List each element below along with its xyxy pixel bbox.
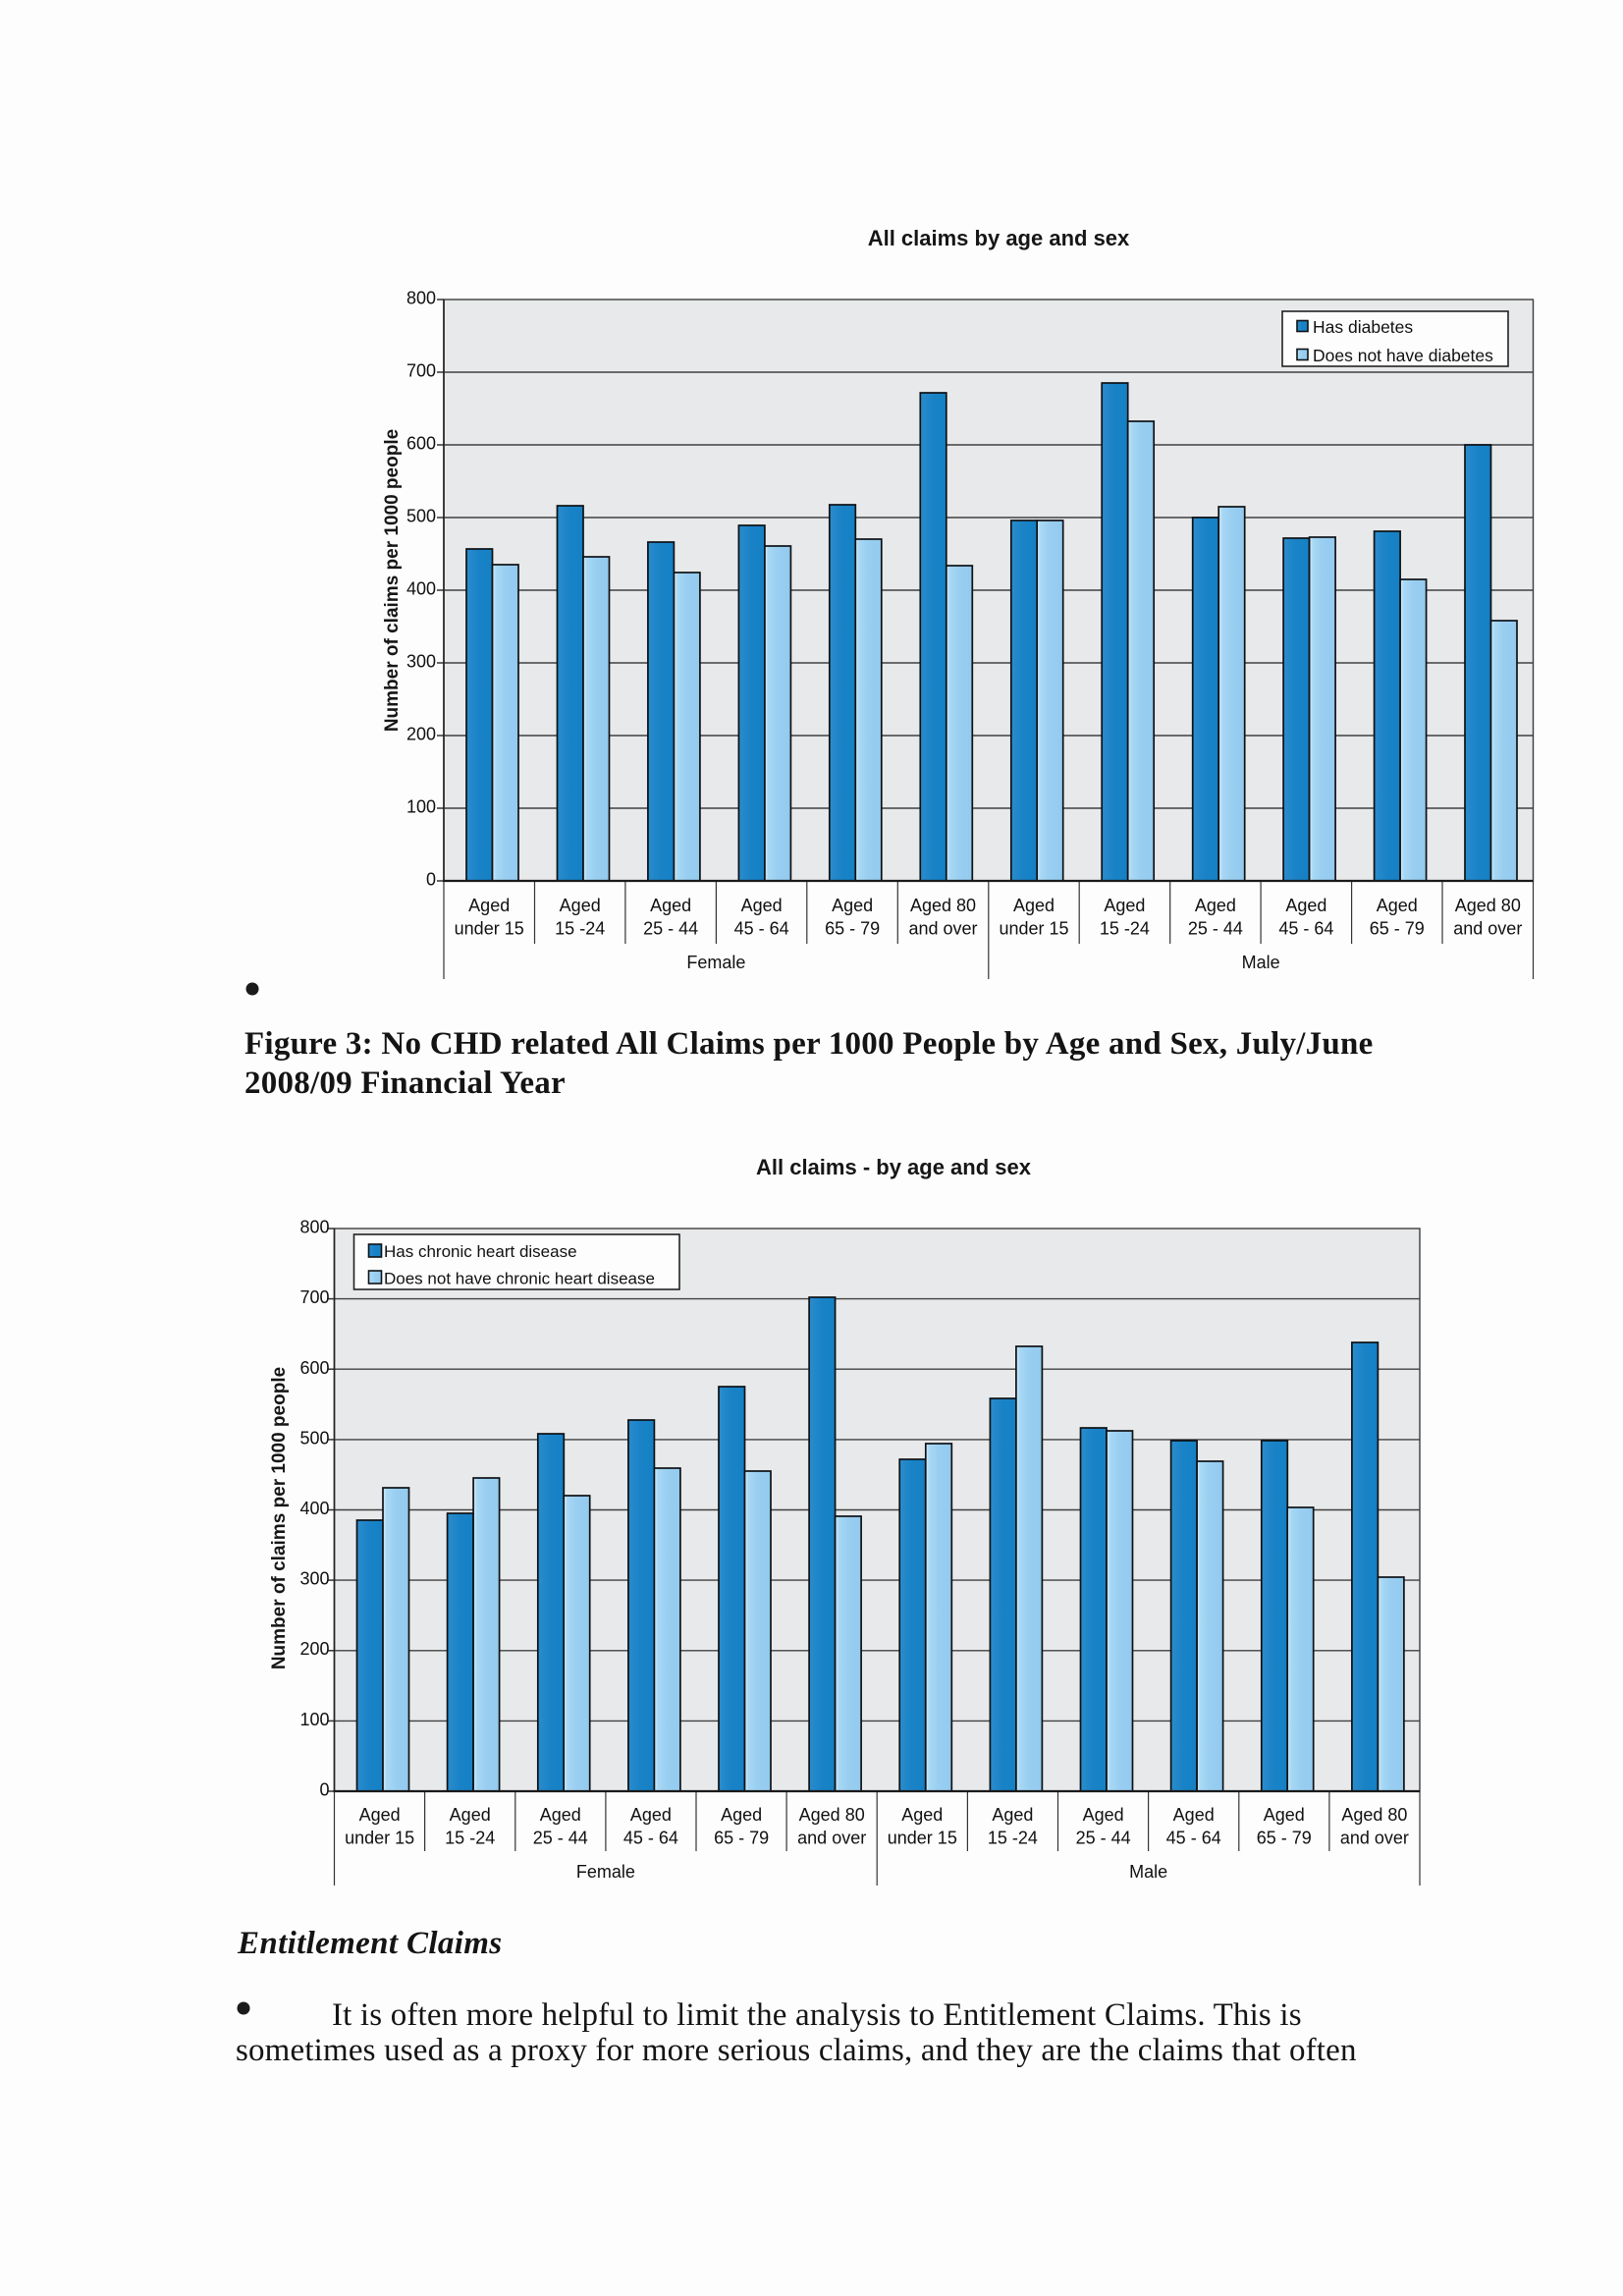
svg-text:25 - 44: 25 - 44 xyxy=(643,919,698,939)
svg-text:Aged: Aged xyxy=(1264,1805,1305,1825)
svg-text:Aged: Aged xyxy=(450,1805,491,1825)
svg-text:400: 400 xyxy=(299,1499,329,1518)
svg-text:and over: and over xyxy=(797,1829,866,1848)
svg-text:All claims - by age and sex: All claims - by age and sex xyxy=(756,1155,1032,1179)
svg-text:Aged: Aged xyxy=(992,1805,1033,1825)
svg-text:Aged: Aged xyxy=(468,896,510,915)
svg-text:45 - 64: 45 - 64 xyxy=(734,919,789,939)
svg-text:under 15: under 15 xyxy=(888,1829,957,1848)
svg-text:Aged: Aged xyxy=(630,1805,672,1825)
svg-text:700: 700 xyxy=(299,1287,329,1307)
svg-text:Aged: Aged xyxy=(650,896,691,915)
svg-text:25 - 44: 25 - 44 xyxy=(533,1829,588,1848)
svg-text:500: 500 xyxy=(406,507,436,526)
svg-text:45 - 64: 45 - 64 xyxy=(1278,919,1333,939)
svg-text:Has chronic heart disease: Has chronic heart disease xyxy=(384,1242,577,1261)
svg-text:700: 700 xyxy=(406,361,436,381)
svg-text:800: 800 xyxy=(299,1218,329,1237)
svg-text:600: 600 xyxy=(406,434,436,454)
svg-text:Number of claims per 1000 peop: Number of claims per 1000 people xyxy=(269,1367,290,1669)
svg-text:Aged: Aged xyxy=(1104,896,1145,915)
svg-text:65 - 79: 65 - 79 xyxy=(714,1829,769,1848)
svg-text:Does not have diabetes: Does not have diabetes xyxy=(1313,346,1493,365)
svg-text:300: 300 xyxy=(299,1569,329,1589)
svg-text:Aged: Aged xyxy=(721,1805,762,1825)
svg-text:Does not have chronic heart di: Does not have chronic heart disease xyxy=(384,1270,655,1288)
svg-text:25 - 44: 25 - 44 xyxy=(1076,1829,1131,1848)
svg-text:under 15: under 15 xyxy=(345,1829,414,1848)
svg-text:Has diabetes: Has diabetes xyxy=(1313,317,1413,337)
svg-text:Aged: Aged xyxy=(741,896,783,915)
svg-text:45 - 64: 45 - 64 xyxy=(1166,1829,1221,1848)
svg-text:and over: and over xyxy=(908,919,977,939)
svg-text:Aged: Aged xyxy=(540,1805,581,1825)
svg-text:Aged: Aged xyxy=(560,896,601,915)
svg-text:Aged: Aged xyxy=(1285,896,1326,915)
svg-text:15 -24: 15 -24 xyxy=(988,1829,1038,1848)
svg-text:Aged: Aged xyxy=(1377,896,1418,915)
svg-text:25 - 44: 25 - 44 xyxy=(1188,919,1243,939)
svg-text:15 -24: 15 -24 xyxy=(1100,919,1150,939)
svg-text:Aged: Aged xyxy=(832,896,873,915)
svg-text:Entitlement Claims: Entitlement Claims xyxy=(237,1926,502,1961)
svg-text:Aged: Aged xyxy=(359,1805,401,1825)
svg-text:Aged 80: Aged 80 xyxy=(799,1805,865,1825)
svg-text:Aged 80: Aged 80 xyxy=(1341,1805,1407,1825)
svg-text:and over: and over xyxy=(1340,1829,1409,1848)
svg-text:sometimes used as a proxy for: sometimes used as a proxy for more serio… xyxy=(236,2033,1357,2068)
svg-text:15 -24: 15 -24 xyxy=(445,1829,495,1848)
svg-text:15 -24: 15 -24 xyxy=(555,919,605,939)
svg-text:45 - 64: 45 - 64 xyxy=(623,1829,678,1848)
svg-text:under 15: under 15 xyxy=(999,919,1068,939)
svg-text:Male: Male xyxy=(1129,1862,1167,1882)
svg-text:0: 0 xyxy=(319,1780,329,1800)
svg-text:100: 100 xyxy=(299,1710,329,1729)
svg-text:Number of claims per 1000 peop: Number of claims per 1000 people xyxy=(382,429,403,732)
svg-text:0: 0 xyxy=(426,870,436,890)
svg-text:800: 800 xyxy=(406,289,436,308)
svg-text:All claims by age and sex: All claims by age and sex xyxy=(868,226,1130,250)
svg-text:600: 600 xyxy=(299,1358,329,1378)
svg-text:300: 300 xyxy=(406,652,436,672)
svg-text:65 - 79: 65 - 79 xyxy=(1257,1829,1312,1848)
svg-text:200: 200 xyxy=(299,1639,329,1659)
svg-text:Male: Male xyxy=(1242,953,1280,972)
svg-text:Aged: Aged xyxy=(1173,1805,1215,1825)
svg-text:2008/09 Financial Year: 2008/09 Financial Year xyxy=(244,1066,566,1101)
svg-text:under 15: under 15 xyxy=(455,919,524,939)
svg-text:and over: and over xyxy=(1453,919,1522,939)
svg-text:65 - 79: 65 - 79 xyxy=(1370,919,1425,939)
svg-text:Figure 3: No CHD related All C: Figure 3: No CHD related All Claims per … xyxy=(244,1026,1374,1062)
svg-text:Aged: Aged xyxy=(1083,1805,1124,1825)
svg-text:Aged 80: Aged 80 xyxy=(1455,896,1521,915)
svg-text:65 - 79: 65 - 79 xyxy=(825,919,880,939)
svg-text:Aged: Aged xyxy=(901,1805,943,1825)
svg-text:200: 200 xyxy=(406,725,436,744)
svg-text:Female: Female xyxy=(576,1862,635,1882)
svg-text:Female: Female xyxy=(686,953,745,972)
svg-text:500: 500 xyxy=(299,1428,329,1448)
svg-text:It is often more helpful to li: It is often more helpful to limit the an… xyxy=(332,1997,1302,2033)
svg-text:Aged: Aged xyxy=(1013,896,1055,915)
svg-text:Aged: Aged xyxy=(1195,896,1236,915)
svg-text:100: 100 xyxy=(406,797,436,817)
svg-text:400: 400 xyxy=(406,579,436,599)
svg-text:Aged 80: Aged 80 xyxy=(910,896,976,915)
